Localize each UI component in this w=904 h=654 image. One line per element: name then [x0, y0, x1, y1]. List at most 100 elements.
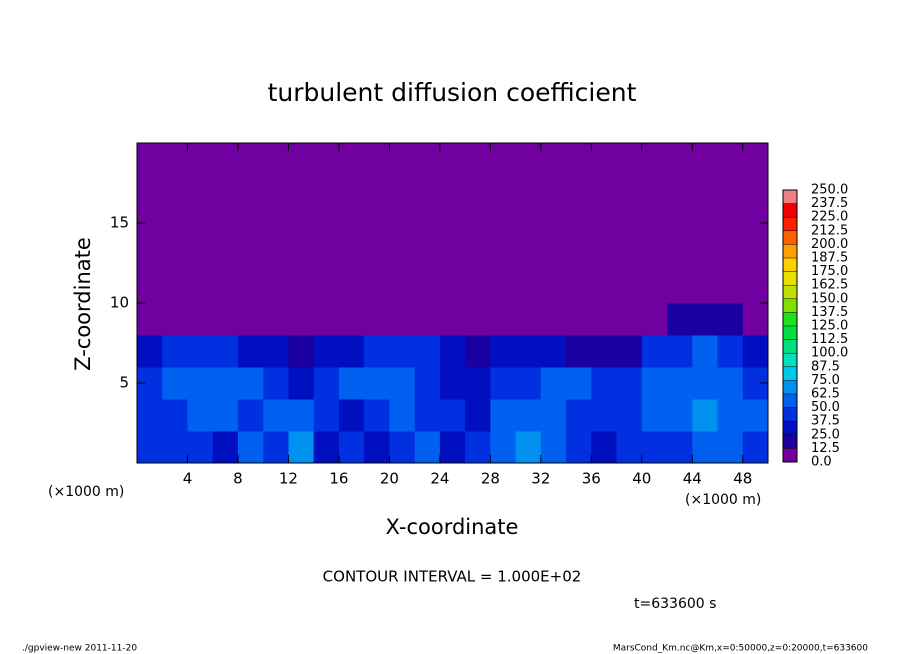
cell: [515, 143, 542, 176]
cell: [162, 335, 188, 368]
cell: [237, 399, 264, 432]
cell: [465, 399, 491, 432]
cell: [490, 271, 517, 304]
cell: [313, 431, 340, 464]
cell: [389, 367, 416, 400]
cell: [566, 399, 592, 432]
x-tick-label: 32: [531, 470, 550, 488]
cell: [742, 303, 769, 336]
colorbar-label: 0.0: [811, 455, 832, 470]
cell: [667, 399, 693, 432]
cell: [212, 399, 239, 432]
cell: [414, 335, 441, 368]
cell: [389, 175, 416, 208]
cell: [566, 335, 592, 368]
x-tick-label: 20: [380, 470, 399, 488]
cell: [540, 143, 567, 176]
cell: [641, 335, 668, 368]
cell: [137, 335, 163, 368]
cell: [338, 207, 365, 240]
contour-note: CONTOUR INTERVAL = 1.000E+02: [323, 568, 582, 586]
cell: [162, 175, 188, 208]
colorbar-label: 150.0: [811, 291, 848, 306]
cell: [465, 335, 491, 368]
cell: [465, 367, 491, 400]
cell: [212, 143, 239, 176]
cell: [667, 367, 693, 400]
cell: [591, 271, 618, 304]
cell: [263, 239, 289, 272]
cell: [439, 367, 466, 400]
colorbar-label: 50.0: [811, 400, 840, 415]
cell: [742, 431, 769, 464]
cell: [515, 335, 542, 368]
cell: [717, 399, 744, 432]
cell: [667, 239, 693, 272]
x-tick-label: 44: [683, 470, 702, 488]
colorbar-band: [783, 190, 797, 204]
cell: [162, 303, 188, 336]
cell: [616, 367, 643, 400]
colorbar-band: [783, 380, 797, 394]
cell: [515, 303, 542, 336]
cell: [338, 399, 365, 432]
cell: [212, 335, 239, 368]
cell: [465, 143, 491, 176]
cell: [389, 207, 416, 240]
cell: [566, 239, 592, 272]
cell: [313, 367, 340, 400]
cell: [414, 399, 441, 432]
cell: [313, 239, 340, 272]
cell: [692, 431, 719, 464]
cell: [364, 367, 390, 400]
colorbar-label: 75.0: [811, 373, 840, 388]
footer-right: MarsCond_Km.nc@Km,x=0:50000,z=0:20000,t=…: [613, 644, 868, 654]
cell: [364, 335, 390, 368]
cell: [490, 207, 517, 240]
cell: [692, 143, 719, 176]
cell: [364, 175, 390, 208]
cell: [490, 431, 517, 464]
cell: [742, 239, 769, 272]
cell: [616, 399, 643, 432]
cell: [667, 143, 693, 176]
cell: [338, 143, 365, 176]
cell: [162, 367, 188, 400]
cell: [692, 399, 719, 432]
cell: [389, 271, 416, 304]
colorbar-label: 187.5: [811, 251, 848, 266]
colorbar-label: 137.5: [811, 305, 848, 320]
cell: [616, 335, 643, 368]
cell: [237, 367, 264, 400]
colorbar-band: [783, 230, 797, 245]
cell: [465, 239, 491, 272]
time-label: t=633600 s: [634, 596, 716, 612]
cell: [692, 175, 719, 208]
cell: [515, 271, 542, 304]
cell: [667, 431, 693, 464]
cell: [515, 207, 542, 240]
cell: [566, 207, 592, 240]
cell: [742, 143, 769, 176]
cell: [313, 175, 340, 208]
cell: [692, 335, 719, 368]
cell: [364, 239, 390, 272]
y-tick-label: 15: [110, 214, 129, 232]
cell: [364, 271, 390, 304]
colorbar-band: [783, 285, 797, 299]
cell: [692, 207, 719, 240]
cell: [439, 335, 466, 368]
cell: [667, 207, 693, 240]
cell: [389, 239, 416, 272]
cell: [313, 303, 340, 336]
cell: [263, 175, 289, 208]
cell: [742, 175, 769, 208]
colorbar-band: [783, 339, 797, 354]
colorbar-label: 37.5: [811, 414, 840, 429]
cell: [439, 175, 466, 208]
cell: [717, 143, 744, 176]
cell: [641, 367, 668, 400]
cell: [540, 303, 567, 336]
cell: [591, 399, 618, 432]
cell: [137, 399, 163, 432]
